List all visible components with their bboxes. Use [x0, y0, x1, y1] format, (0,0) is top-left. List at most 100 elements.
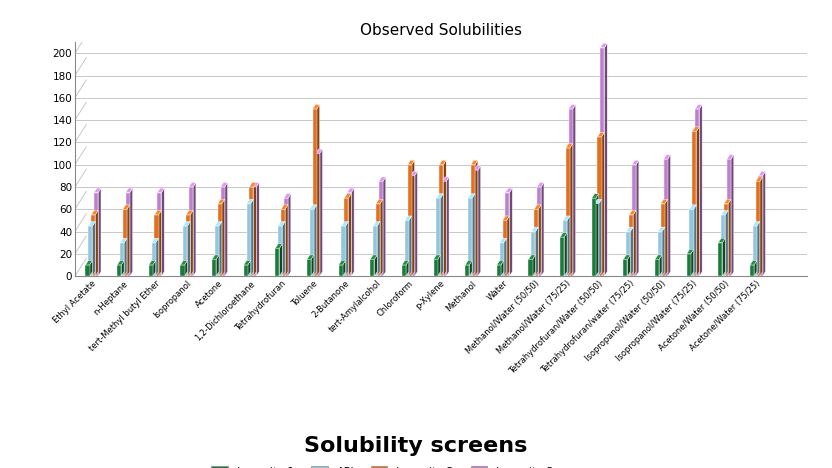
Polygon shape: [694, 205, 696, 276]
Polygon shape: [216, 255, 219, 276]
Polygon shape: [98, 188, 101, 276]
Polygon shape: [151, 243, 156, 276]
Polygon shape: [117, 261, 124, 265]
Polygon shape: [404, 216, 412, 220]
Polygon shape: [503, 216, 509, 220]
Polygon shape: [566, 148, 570, 276]
Polygon shape: [759, 176, 763, 276]
Polygon shape: [288, 194, 291, 276]
Polygon shape: [659, 255, 662, 276]
Polygon shape: [222, 199, 225, 276]
Legend: Impurity 1, API, Impurity 2, Impurity 3: Impurity 1, API, Impurity 2, Impurity 3: [206, 462, 558, 468]
Polygon shape: [126, 188, 132, 192]
Polygon shape: [344, 194, 351, 198]
Polygon shape: [281, 209, 285, 276]
Polygon shape: [374, 255, 377, 276]
Polygon shape: [410, 171, 418, 176]
Polygon shape: [536, 227, 538, 276]
Polygon shape: [626, 232, 631, 276]
Polygon shape: [252, 183, 260, 187]
Polygon shape: [244, 261, 250, 265]
Polygon shape: [284, 198, 288, 276]
Polygon shape: [377, 221, 380, 276]
Polygon shape: [181, 261, 187, 265]
Polygon shape: [90, 261, 92, 276]
Polygon shape: [686, 249, 694, 254]
Polygon shape: [246, 204, 250, 276]
Polygon shape: [436, 194, 443, 198]
Polygon shape: [572, 104, 576, 276]
Polygon shape: [541, 183, 544, 276]
Polygon shape: [537, 187, 541, 276]
Polygon shape: [599, 199, 602, 276]
Polygon shape: [121, 261, 124, 276]
Polygon shape: [567, 216, 570, 276]
Polygon shape: [440, 194, 443, 276]
Polygon shape: [564, 233, 567, 276]
Polygon shape: [278, 221, 285, 226]
Polygon shape: [94, 192, 98, 276]
Polygon shape: [750, 261, 757, 265]
Polygon shape: [500, 243, 503, 276]
Polygon shape: [655, 259, 659, 276]
Polygon shape: [117, 265, 121, 276]
Polygon shape: [597, 132, 604, 137]
Polygon shape: [658, 227, 665, 232]
Polygon shape: [94, 188, 101, 192]
Polygon shape: [478, 166, 481, 276]
Polygon shape: [568, 109, 572, 276]
Polygon shape: [212, 259, 216, 276]
Polygon shape: [696, 109, 700, 276]
Polygon shape: [750, 265, 754, 276]
Polygon shape: [281, 205, 288, 209]
Polygon shape: [275, 248, 280, 276]
Polygon shape: [721, 211, 728, 215]
Polygon shape: [402, 265, 406, 276]
Polygon shape: [592, 194, 599, 198]
Polygon shape: [123, 209, 127, 276]
Polygon shape: [349, 194, 351, 276]
Polygon shape: [149, 261, 156, 265]
Polygon shape: [379, 177, 386, 182]
Polygon shape: [256, 183, 260, 276]
Polygon shape: [414, 171, 418, 276]
Polygon shape: [220, 183, 227, 187]
Polygon shape: [592, 198, 596, 276]
Polygon shape: [724, 204, 728, 276]
Polygon shape: [665, 199, 667, 276]
Polygon shape: [181, 265, 185, 276]
Polygon shape: [311, 255, 314, 276]
Polygon shape: [120, 238, 127, 243]
Polygon shape: [721, 215, 726, 276]
Polygon shape: [439, 165, 443, 276]
Polygon shape: [726, 211, 728, 276]
Polygon shape: [503, 238, 507, 276]
Polygon shape: [538, 205, 541, 276]
Polygon shape: [507, 216, 509, 276]
Polygon shape: [469, 261, 472, 276]
Polygon shape: [722, 238, 726, 276]
Polygon shape: [438, 255, 440, 276]
Polygon shape: [658, 232, 662, 276]
Polygon shape: [724, 199, 731, 204]
Polygon shape: [631, 227, 633, 276]
Polygon shape: [471, 165, 475, 276]
Polygon shape: [347, 188, 354, 192]
Polygon shape: [664, 159, 667, 276]
Polygon shape: [596, 194, 599, 276]
Polygon shape: [156, 238, 159, 276]
Polygon shape: [442, 177, 449, 182]
Polygon shape: [759, 171, 765, 176]
Polygon shape: [727, 154, 734, 159]
Polygon shape: [153, 261, 156, 276]
Polygon shape: [275, 244, 282, 248]
Polygon shape: [341, 226, 345, 276]
Polygon shape: [566, 144, 572, 148]
Polygon shape: [344, 198, 349, 276]
Polygon shape: [183, 226, 187, 276]
Polygon shape: [215, 226, 219, 276]
Polygon shape: [376, 199, 383, 204]
Polygon shape: [632, 160, 639, 165]
Polygon shape: [215, 221, 222, 226]
Polygon shape: [155, 211, 161, 215]
